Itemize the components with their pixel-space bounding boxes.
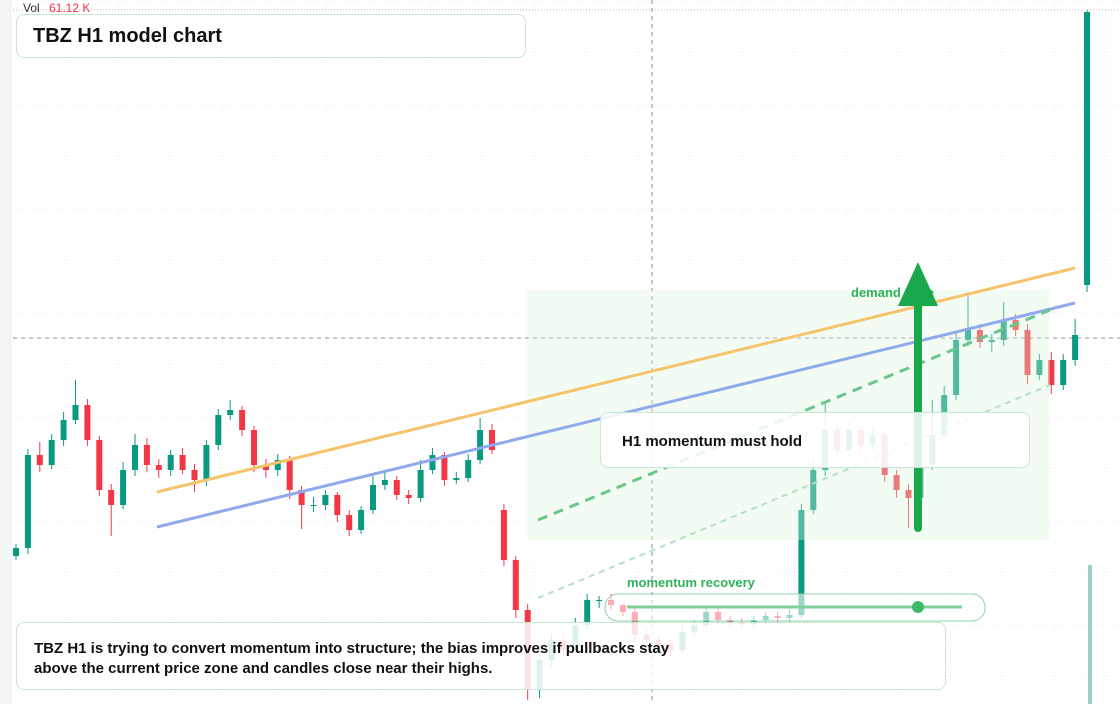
candle-body (120, 470, 127, 505)
candle-body (1084, 12, 1090, 285)
candle-body (965, 330, 971, 340)
candle-body (262, 465, 269, 470)
candle-body (48, 440, 55, 465)
candle-body (810, 470, 817, 510)
candle-body (953, 340, 960, 395)
volume-label: Vol (23, 1, 40, 15)
candle-body (405, 495, 412, 498)
recovery-dot (912, 601, 924, 613)
candle-body (512, 560, 519, 610)
candle-body (179, 455, 186, 470)
candle-body (239, 410, 246, 430)
volume-value: 61.12 K (49, 1, 90, 15)
candle-body (453, 478, 460, 480)
candle-body (72, 405, 79, 420)
candle-body (108, 490, 115, 505)
candle-body (346, 515, 353, 530)
candle-body (155, 465, 162, 470)
title: TBZ H1 model chart (33, 25, 222, 47)
candle-body (298, 490, 305, 505)
title-box: TBZ H1 model chart (16, 14, 526, 58)
candle-body (36, 455, 43, 465)
candle-body (417, 470, 424, 498)
candle-body (798, 510, 805, 615)
candle-body (167, 455, 174, 470)
candle-body (24, 455, 31, 548)
candle-body (227, 410, 234, 415)
candle-body (1060, 360, 1067, 385)
candle-body (584, 600, 591, 625)
note: TBZ H1 is trying to convert momentum int… (34, 640, 670, 677)
candle-body (274, 460, 281, 470)
left-strip (0, 0, 12, 704)
candle-body (1024, 330, 1031, 375)
candle-body (215, 415, 222, 445)
candle-body (381, 480, 388, 485)
candle-body (358, 510, 365, 530)
candle-body (286, 460, 293, 490)
candle-body (477, 430, 484, 460)
candle-body (84, 405, 91, 440)
candle-body (310, 505, 317, 506)
candle-body (976, 330, 983, 342)
candle-body (393, 480, 400, 495)
candle-body (441, 455, 448, 480)
grid (13, 0, 1120, 704)
candle-body (322, 495, 329, 505)
candle-body (334, 495, 341, 515)
recovery-label: momentum recovery (627, 575, 756, 590)
volume-bar (1088, 565, 1092, 704)
candle-body (60, 420, 67, 440)
note-box: TBZ H1 is trying to convert momentum int… (16, 622, 946, 690)
candle-body (96, 440, 103, 490)
candle-body (191, 470, 198, 480)
candle-body (500, 510, 507, 560)
candle-body (465, 460, 472, 478)
candle-body (1036, 360, 1043, 375)
candle-body (596, 600, 603, 601)
candle-body (988, 340, 995, 342)
candle-body (489, 430, 495, 450)
candle-body (251, 430, 257, 465)
candle-body (13, 548, 19, 556)
candle-body (1072, 335, 1079, 360)
candle-body (203, 445, 210, 480)
hold-label: H1 momentum must hold (622, 433, 803, 450)
arrow-head (898, 262, 938, 306)
candle-body (370, 485, 376, 510)
hold-box: H1 momentum must hold (600, 412, 1030, 468)
candle-body (429, 455, 436, 470)
candle-body (132, 445, 138, 470)
candle-body (1048, 360, 1055, 385)
candle-body (905, 490, 912, 498)
candle-body (143, 445, 150, 465)
candle-body (893, 475, 900, 490)
